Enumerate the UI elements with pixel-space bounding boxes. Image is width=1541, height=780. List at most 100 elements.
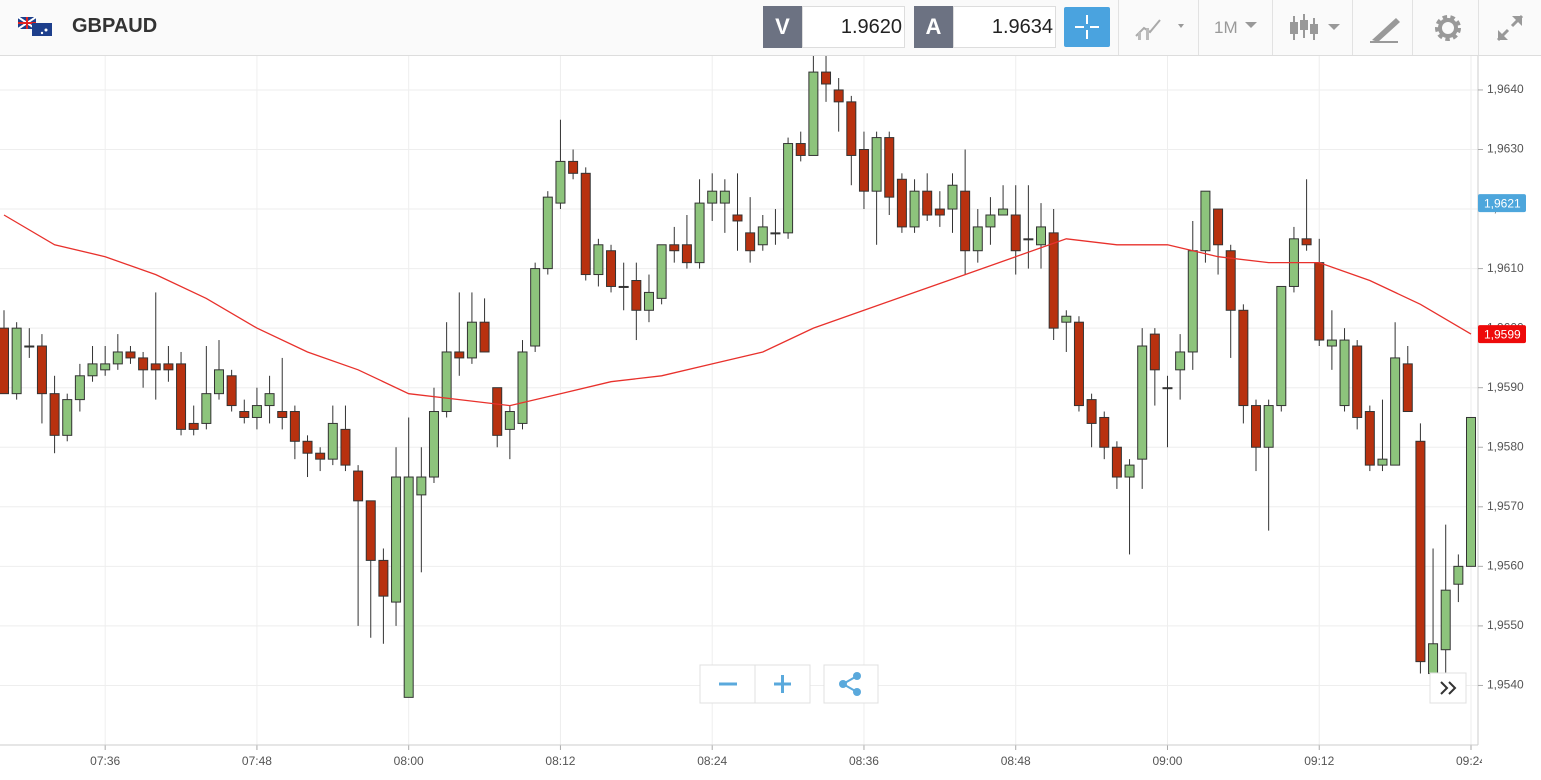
candle-body [365,500,376,561]
candle-body [112,351,123,365]
candle-body [669,244,680,252]
candle-body [681,244,692,264]
timeframe-button[interactable]: 1M [1214,18,1238,37]
separator [1198,0,1199,55]
candle-body [327,422,338,460]
x-tick-label: 08:12 [545,754,575,768]
share-button[interactable] [839,672,861,696]
moving-average [3,214,1472,407]
candle-body [871,137,882,192]
candle-body [517,351,528,424]
candle-body [1453,565,1464,585]
candle-body [530,268,541,347]
candle-body [1099,416,1110,448]
candle-body [1149,333,1160,371]
candle-body [631,280,642,311]
candle-body [568,160,579,174]
y-tick-label: 1,9560 [1487,559,1524,573]
candle-body [1175,351,1186,371]
candle-body [163,363,174,371]
x-tick-label: 09:12 [1304,754,1334,768]
separator [1118,0,1119,55]
candle-body [1428,643,1439,675]
candle-body [719,190,730,204]
share-panel [823,664,879,704]
price-tag-label: 1,9599 [1484,327,1521,341]
candle-body [1263,405,1274,448]
settings-button[interactable] [1432,12,1464,44]
candle-body [138,357,149,371]
x-tick-label: 08:00 [394,754,424,768]
symbol: GBPAUD [72,15,158,37]
candle-body [972,226,983,252]
candle-body [492,387,503,436]
candle-body [1390,357,1401,466]
candle-body [1238,309,1249,407]
candle-body [1377,458,1388,466]
candle-body [821,71,832,85]
candle-body [403,476,414,698]
candle-body [1352,345,1363,418]
candle-body [757,226,768,246]
candle-body [732,214,743,222]
candle-body [289,411,300,442]
candle-body [36,345,47,395]
buy-button[interactable]: A [914,6,953,48]
candle-body [947,184,958,210]
candle-style-button[interactable] [1288,12,1344,44]
candle-body [49,393,60,436]
candle-body [745,232,756,252]
candle-body [1364,411,1375,466]
candle-body [441,351,452,413]
candle-body [1111,446,1122,478]
candle-body [125,351,136,359]
x-tick-label: 07:48 [242,754,272,768]
candle-body [454,351,465,359]
candle-body [606,250,617,287]
sell-price[interactable]: 1.9620 [802,6,905,48]
candle-body [694,202,705,264]
draw-tool-button[interactable] [1368,12,1402,44]
candle-body [428,411,439,478]
candle-body [1402,363,1413,413]
candle-body [985,214,996,228]
y-tick-label: 1,9550 [1487,618,1524,632]
flag-icon [18,17,52,36]
sell-button[interactable]: V [763,6,802,48]
candle-body [960,190,971,252]
candle-body [315,452,326,460]
toolbar: GBPAUD V 1.9620 A 1.9634 1M [0,0,1541,56]
candle-body [643,291,654,311]
x-tick-label: 08:48 [1001,754,1031,768]
buy-price[interactable]: 1.9634 [953,6,1056,48]
candle-body [277,411,288,418]
candle-body [87,363,98,377]
candle-body [11,327,22,395]
candle-body [188,422,199,430]
candle-body [998,208,1009,216]
candle-body [1339,339,1350,407]
candle-body [1048,232,1059,329]
price-tag [1478,325,1526,344]
chart-type-button[interactable] [1134,14,1190,42]
zoom-in-button[interactable] [774,675,791,693]
candle-body [770,232,781,235]
fullscreen-button[interactable] [1494,12,1526,44]
candle-body [504,411,515,430]
candle-body [340,428,351,466]
y-tick-label: 1,9540 [1487,678,1524,692]
candle-body [1187,250,1198,353]
separator [1412,0,1413,55]
candle-body [1301,238,1312,246]
candle-body [580,172,591,276]
candle-body [707,190,718,204]
candle-body [1036,226,1047,246]
candle-body [239,411,250,418]
crosshair-button[interactable] [1064,7,1110,47]
candle-body [833,89,844,103]
candle-body [201,393,212,424]
y-tick-label: 1,9610 [1487,261,1524,275]
candle-body [909,190,920,228]
candle-body [555,160,566,204]
